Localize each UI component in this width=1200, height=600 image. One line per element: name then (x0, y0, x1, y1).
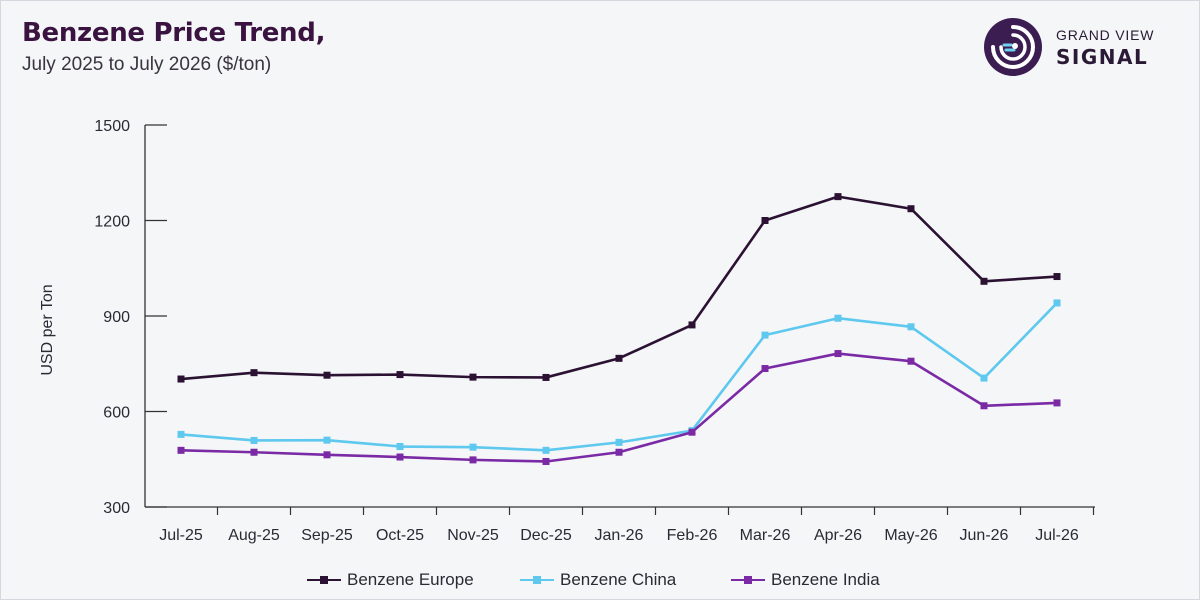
data-point-marker (980, 277, 988, 285)
x-axis-ticks: Jul-25 Aug-25 Sep-25 Oct-25 Nov-25 Dec-25 Jan-… (159, 507, 1095, 544)
data-point-marker (323, 371, 331, 379)
legend-item: Benzene China (520, 566, 676, 594)
x-tick-label: May-26 (884, 527, 937, 544)
chart-legend: Benzene Europe Benzene China Benzene India (0, 566, 1200, 594)
data-point-marker (396, 443, 404, 451)
data-point-marker (834, 193, 842, 201)
x-tick-label: Aug-25 (228, 527, 280, 544)
data-point-marker (1053, 399, 1061, 407)
y-axis-ticks: 300 600 900 1200 1500 (94, 118, 167, 517)
y-tick-label: 900 (103, 309, 130, 326)
data-point-marker (1053, 299, 1061, 307)
data-point-marker (542, 457, 550, 465)
data-point-marker (761, 331, 769, 339)
data-point-marker (177, 446, 185, 454)
data-point-marker (615, 438, 623, 446)
y-tick-label: 1500 (94, 118, 130, 135)
data-point-marker (469, 456, 477, 464)
legend-item: Benzene India (731, 566, 880, 594)
data-point-marker (907, 357, 915, 365)
x-tick-label: Jul-25 (159, 527, 203, 544)
chart-subtitle: July 2025 to July 2026 ($/ton) (22, 54, 272, 75)
data-point-marker (761, 217, 769, 224)
y-axis-label: USD per Ton (39, 284, 56, 375)
legend-label: Benzene China (560, 570, 677, 589)
logo-text-line1: GRAND VIEW (1056, 27, 1155, 43)
x-tick-label: Mar-26 (740, 527, 791, 544)
signal-radar-icon (984, 18, 1042, 76)
logo-text-line2: SIGNAL (1056, 45, 1149, 69)
data-point-marker (834, 350, 842, 358)
series-line (180, 302, 1058, 452)
data-point-marker (980, 374, 988, 382)
data-point-marker (469, 443, 477, 451)
data-point-marker (542, 446, 550, 454)
legend-swatch (307, 574, 341, 586)
data-point-marker (615, 448, 623, 456)
x-tick-label: Jun-26 (960, 527, 1009, 544)
data-point-marker (250, 369, 258, 377)
data-point-marker (980, 402, 988, 410)
brand-logo: GRAND VIEW SIGNAL (984, 18, 1184, 76)
legend-swatch (520, 574, 554, 586)
data-point-marker (615, 354, 623, 362)
data-point-marker (396, 371, 404, 379)
data-point-marker (323, 436, 331, 444)
series-group (177, 193, 1061, 465)
x-tick-label: Dec-25 (520, 527, 572, 544)
data-point-marker (907, 323, 915, 331)
chart-title: Benzene Price Trend, (22, 18, 326, 48)
data-point-marker (688, 321, 696, 329)
x-tick-label: Nov-25 (447, 527, 499, 544)
data-point-marker (177, 375, 185, 383)
data-point-marker (834, 314, 842, 322)
x-tick-label: Apr-26 (814, 527, 862, 544)
series-line (180, 195, 1058, 381)
legend-label: Benzene India (771, 570, 880, 589)
data-point-marker (907, 205, 915, 213)
legend-swatch (731, 574, 765, 586)
data-point-marker (323, 451, 331, 459)
y-tick-label: 1200 (94, 214, 130, 231)
x-tick-label: Sep-25 (301, 527, 353, 544)
data-point-marker (542, 373, 550, 381)
legend-item: Benzene Europe (307, 566, 474, 594)
y-tick-label: 600 (103, 405, 130, 422)
x-tick-label: Feb-26 (667, 527, 718, 544)
legend-label: Benzene Europe (347, 570, 474, 589)
x-tick-label: Oct-25 (376, 527, 424, 544)
data-point-marker (250, 436, 258, 444)
data-point-marker (177, 430, 185, 438)
data-point-marker (761, 365, 769, 373)
data-point-marker (1053, 273, 1061, 281)
x-tick-label: Jan-26 (595, 527, 644, 544)
data-point-marker (469, 373, 477, 381)
data-point-marker (250, 448, 258, 456)
data-point-marker (688, 428, 696, 436)
x-tick-label: Jul-26 (1035, 527, 1079, 544)
y-tick-label: 300 (103, 500, 130, 517)
data-point-marker (396, 453, 404, 461)
